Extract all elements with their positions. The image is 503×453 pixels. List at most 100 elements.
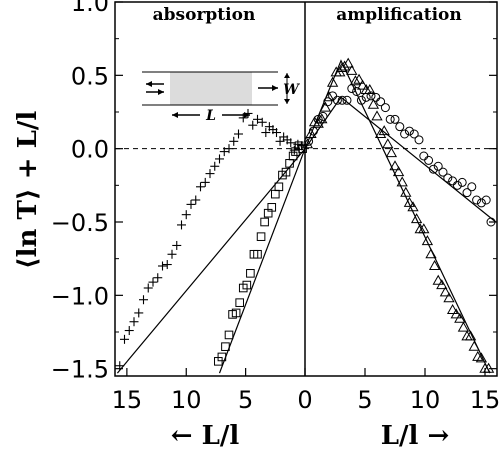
plus-marker [264,122,274,132]
x-tick-label-right: 10 [410,386,441,414]
circle-marker [308,126,318,136]
triangle-marker [305,127,317,138]
inset-length-arrowhead-left [172,112,178,118]
triangle-marker [403,196,416,207]
inset-width-label: W [283,82,300,98]
triangle-marker [421,235,434,246]
triangle-marker [450,308,462,319]
plus-marker [205,169,215,179]
circle-marker [366,91,376,101]
x-tick-label-left: 0 [297,386,312,414]
triangle-marker [468,340,480,351]
square-marker [271,189,280,199]
square-marker [263,208,273,218]
triangle-marker [338,60,351,71]
inset-width-arrowhead-bottom [284,99,290,104]
plus-marker [143,283,153,293]
plus-marker [210,161,220,171]
inset-length-label: L [205,108,216,124]
circle-marker [481,195,491,205]
plus-marker [253,114,262,124]
triangle-marker [475,352,488,363]
triangle-marker [446,303,459,314]
circle-marker [462,188,472,198]
y-tick-label: 1.0 [71,0,109,17]
inset-transmitted-arrowhead [272,85,278,91]
inset-medium [170,72,252,105]
triangle-marker [443,292,455,303]
waveguide-inset: L W [142,71,300,124]
plus-marker [234,129,243,139]
square-marker [256,232,266,241]
triangle-marker [385,147,398,158]
x-tick-label-left: 5 [238,386,253,414]
x-tick-label-right: 5 [357,386,372,414]
circle-marker [380,103,390,113]
triangle-marker [418,223,430,234]
triangle-marker [454,312,466,323]
y-tick-label: 0.0 [71,136,109,164]
triangle-marker [378,125,390,136]
plus-marker [196,182,205,192]
square-marker [285,159,294,168]
circle-marker [337,95,347,105]
fit-line [218,148,306,374]
plus-marker [167,249,177,259]
y-tick-label: −0.5 [51,209,109,237]
plus-marker [186,199,196,209]
x-axis-title-right: L/l → [381,421,450,451]
plus-marker [153,273,163,283]
triangle-marker [367,98,380,109]
circle-marker [304,136,314,146]
plus-marker [139,295,148,305]
plus-marker [219,147,229,157]
plus-marker [177,220,186,230]
inset-reflected-arrowhead [158,89,164,95]
plus-marker [124,326,134,336]
square-marker [246,269,255,278]
circle-marker [428,164,438,174]
plus-marker [181,210,191,220]
circle-marker [347,84,357,94]
circle-marker [476,198,486,208]
plus-marker [158,261,167,271]
square-marker [249,249,259,259]
x-tick-label-right: 15 [470,386,501,414]
inset-width-arrowhead-top [284,73,290,78]
plus-marker [215,154,224,164]
square-marker [278,170,287,180]
circle-marker [342,95,352,105]
triangle-marker [353,73,365,84]
data-points [115,57,496,373]
fit-lines [116,59,497,374]
y-tick-label: −1.0 [51,282,109,310]
circle-marker [371,92,381,102]
inset-length-arrowhead-right [244,112,250,118]
circle-marker [323,97,333,107]
circle-marker [352,86,362,96]
triangle-marker [382,138,394,149]
circle-marker [390,114,400,124]
plus-marker [148,277,158,287]
plus-marker [200,177,210,187]
square-marker [288,151,298,161]
circle-marker [404,126,414,136]
circle-marker [318,111,328,121]
triangle-marker [464,330,477,341]
plot-frame [114,1,498,377]
plus-marker [229,136,239,146]
circle-marker [414,135,424,145]
triangle-marker [364,83,376,94]
triangle-marker [425,248,437,259]
circle-marker [395,122,405,132]
inset-incoming-arrowhead [146,81,152,87]
y-tick-label: 0.5 [71,62,109,90]
x-axis-title-left: ← L/l [171,421,240,451]
triangle-marker [457,321,470,332]
triangle-marker [439,286,452,297]
x-tick-label-left: 15 [112,386,143,414]
triangle-marker [428,259,441,270]
triangle-marker [407,201,419,212]
plus-marker [129,317,139,327]
